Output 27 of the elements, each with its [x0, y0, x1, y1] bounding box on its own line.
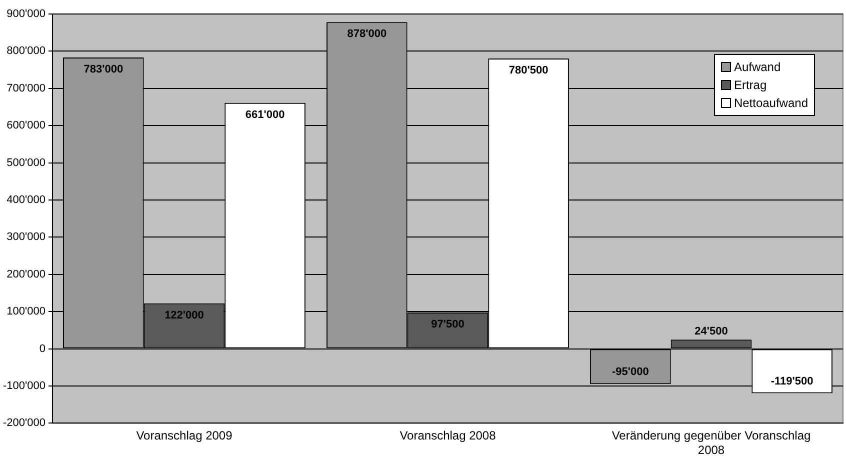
data-label: 97'500 [431, 318, 464, 331]
y-tick-label: 100'000 [6, 306, 46, 318]
y-tick-label: 500'000 [6, 156, 46, 169]
y-tick-label: 300'000 [6, 231, 46, 244]
legend-label: Nettoaufwand [734, 95, 808, 112]
x-tick-label: Voranschlag 2008 [400, 428, 496, 443]
legend-label: Aufwand [734, 59, 781, 76]
y-tick-label: 200'000 [6, 268, 46, 280]
y-tick-label: 900'000 [6, 8, 46, 20]
data-label: 661'000 [245, 108, 285, 121]
y-tick-label: -100'000 [2, 380, 46, 392]
y-tick-label: 0 [39, 342, 46, 355]
data-label: 783'000 [84, 64, 124, 76]
data-label: -95'000 [612, 366, 649, 378]
y-tick-label: 400'000 [6, 194, 46, 206]
y-tick-label: 800'000 [6, 45, 46, 58]
data-label: 780'500 [508, 64, 548, 76]
y-tick-label: 600'000 [6, 120, 46, 132]
legend-label: Ertrag [734, 77, 767, 94]
data-label: 122'000 [164, 309, 204, 322]
data-label: 24'500 [694, 326, 728, 338]
data-label: 878'000 [347, 28, 387, 40]
y-tick-label: -200'000 [2, 417, 46, 430]
data-label: -119'500 [770, 375, 814, 388]
y-tick-label: 700'000 [6, 82, 46, 94]
x-tick-label: Voranschlag 2009 [136, 428, 233, 443]
x-tick-label: Veränderung gegenüber Voranschlag 2008 [612, 428, 811, 458]
